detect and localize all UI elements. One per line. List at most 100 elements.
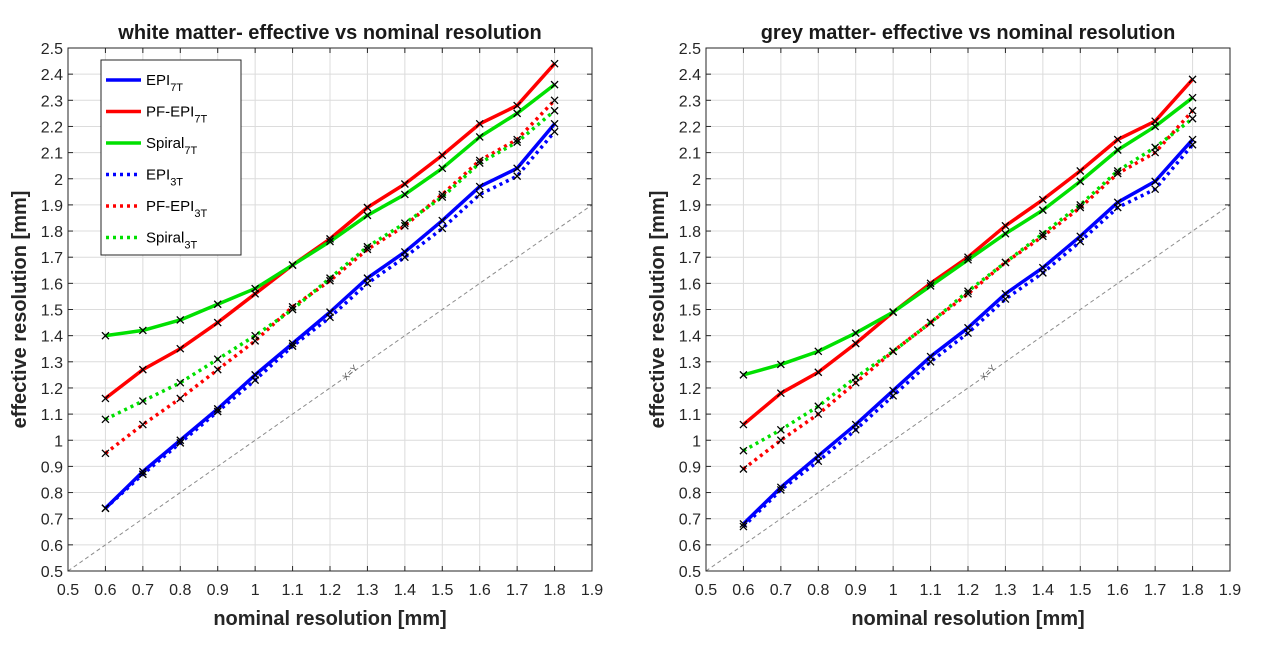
data-point (176, 394, 185, 403)
y-axis-label: effective resolution [mm] (9, 191, 31, 429)
data-point (288, 342, 297, 351)
data-point (513, 135, 522, 144)
data-point (138, 365, 147, 374)
y-tick-label: 1.7 (41, 250, 63, 267)
x-tick-label: 1.5 (1069, 582, 1091, 599)
y-tick-label: 1 (54, 433, 63, 450)
y-tick-label: 1.3 (41, 355, 63, 372)
data-point (363, 245, 372, 254)
data-point (926, 318, 935, 327)
data-point (176, 316, 185, 324)
data-point (1076, 166, 1085, 175)
data-point (851, 329, 860, 337)
x-tick-label: 1.2 (319, 582, 341, 599)
x-tick-label: 1.4 (1032, 582, 1054, 599)
data-point (513, 138, 522, 147)
data-point (739, 446, 748, 455)
data-point (213, 404, 222, 413)
data-point (363, 279, 372, 288)
y-tick-label: 1.9 (679, 198, 701, 215)
data-point (101, 331, 110, 340)
data-point (964, 287, 972, 296)
y-tick-label: 1.3 (679, 355, 701, 372)
data-point (926, 357, 935, 366)
y-tick-label: 1.4 (679, 329, 701, 346)
y-tick-label: 0.6 (41, 538, 63, 555)
y-tick-label: 0.9 (41, 459, 63, 476)
data-point (776, 436, 785, 445)
y-tick-label: 0.8 (41, 486, 63, 503)
y-tick-label: 1.2 (41, 381, 63, 398)
series-markers-spiral-7t-solid (739, 93, 1197, 379)
data-point (1151, 177, 1160, 186)
data-point (550, 96, 559, 105)
data-point (776, 483, 785, 492)
y-tick-label: 1.7 (679, 250, 701, 267)
legend-entry-name: EPI (146, 167, 170, 184)
y-tick-label: 2.2 (679, 119, 701, 136)
x-axis-label: nominal resolution [mm] (851, 608, 1084, 630)
data-point (101, 415, 110, 424)
legend-entry-name: Spiral (146, 135, 184, 152)
series-markers-pf-epi-7t-solid (101, 59, 559, 403)
data-point (288, 261, 297, 270)
series-markers-epi-3t-dotted (739, 140, 1197, 531)
data-point (438, 224, 447, 233)
data-point (213, 355, 222, 364)
legend-entry-name: Spiral (146, 230, 184, 247)
y-tick-label: 1.4 (41, 329, 63, 346)
data-point (101, 504, 110, 513)
data-point (438, 193, 447, 202)
data-point (138, 397, 147, 405)
y-tick-label: 0.6 (679, 538, 701, 555)
x-tick-label: 1.7 (506, 582, 528, 599)
y-tick-label: 0.5 (41, 564, 63, 581)
x-tick-label: 1.1 (919, 582, 941, 599)
x-tick-label: 1.3 (994, 582, 1016, 599)
data-point (438, 164, 447, 173)
x-tick-label: 1.8 (543, 582, 565, 599)
data-point (400, 180, 409, 188)
legend-entry-name: EPI (146, 72, 170, 89)
data-point (213, 318, 222, 327)
data-point (1001, 229, 1010, 238)
data-point (438, 190, 447, 199)
y-tick-label: 2.3 (41, 93, 63, 110)
x-tick-label: 1.4 (394, 582, 416, 599)
y-tick-label: 2.5 (41, 41, 63, 58)
data-point (513, 101, 522, 110)
data-point (288, 305, 297, 314)
data-point (776, 360, 785, 369)
y-tick-label: 0.7 (679, 512, 701, 529)
data-point (1001, 258, 1010, 267)
y-tick-label: 1.6 (679, 276, 701, 293)
data-point (475, 182, 484, 191)
x-tick-label: 0.6 (732, 582, 754, 599)
data-point (1113, 203, 1122, 212)
data-point (1113, 166, 1122, 175)
series-markers-spiral-7t-solid (101, 80, 559, 340)
data-point (363, 242, 372, 251)
data-point (1151, 185, 1160, 194)
x-tick-label: 1 (251, 582, 260, 599)
legend-entry-subscript: 7T (184, 145, 197, 157)
data-point (1188, 140, 1197, 149)
legend-entry: EPI7T (146, 72, 183, 94)
y-tick-label: 1.2 (679, 381, 701, 398)
x-tick-label: 1.9 (581, 582, 603, 599)
y-tick-label: 2.3 (679, 93, 701, 110)
x-tick-label: 0.9 (845, 582, 867, 599)
data-point (814, 457, 823, 466)
data-point (889, 391, 898, 400)
data-point (513, 109, 522, 118)
data-point (138, 326, 147, 335)
legend-entry-subscript: 7T (170, 82, 183, 94)
x-tick-label: 1.8 (1181, 582, 1203, 599)
legend-entry-subscript: 7T (194, 114, 207, 126)
data-point (889, 347, 898, 356)
legend-entry: EPI3T (146, 167, 183, 189)
legend-entry-name: PF-EPI (146, 104, 194, 121)
data-point (138, 420, 147, 429)
x-tick-label: 1.6 (1107, 582, 1129, 599)
